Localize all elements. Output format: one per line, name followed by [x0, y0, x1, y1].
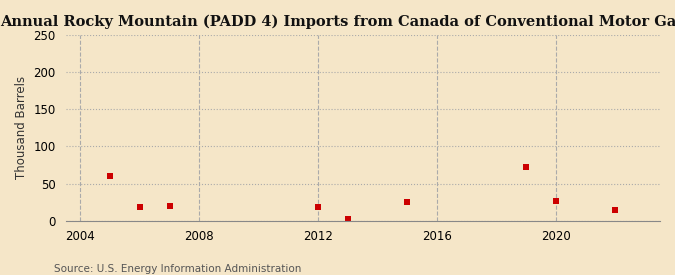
Y-axis label: Thousand Barrels: Thousand Barrels [15, 76, 28, 179]
Text: Source: U.S. Energy Information Administration: Source: U.S. Energy Information Administ… [54, 264, 301, 274]
Title: Annual Rocky Mountain (PADD 4) Imports from Canada of Conventional Motor Gasolin: Annual Rocky Mountain (PADD 4) Imports f… [0, 15, 675, 29]
